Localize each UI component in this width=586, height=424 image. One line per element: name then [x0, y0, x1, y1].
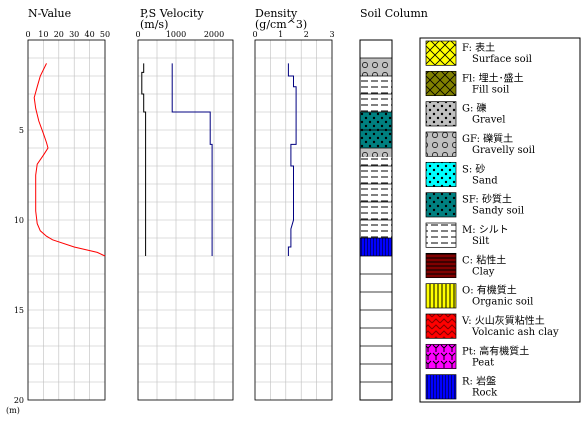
x-tick-label: 50	[100, 30, 110, 39]
plot-unit: (m/s)	[140, 18, 168, 31]
x-tick-label: 1	[278, 30, 283, 39]
legend-swatch	[425, 70, 457, 97]
x-tick-label: 1000	[166, 30, 186, 39]
legend-english-label: Clay	[472, 266, 495, 277]
x-tick-label: 0	[135, 30, 140, 39]
legend-code-label: GF: 礫質土	[462, 132, 513, 145]
depth-tick-label: 10	[14, 216, 24, 225]
legend-code-label: SF: 砂質土	[462, 193, 512, 206]
legend-swatch	[425, 131, 457, 157]
legend-english-label: Sand	[472, 175, 498, 186]
x-tick-label: 2	[304, 30, 309, 39]
soil-layer-pattern	[360, 58, 392, 76]
legend-english-label: Rock	[472, 388, 498, 399]
legend-english-label: Gravelly soil	[472, 145, 535, 156]
depth-tick-label: 5	[19, 126, 24, 135]
plot-title: Density	[255, 7, 298, 20]
legend-swatch	[425, 313, 457, 339]
plot-unit: (g/cm^3)	[255, 18, 307, 31]
plot-panel-2: P,S Velocity(m/s)0 1000 2000	[135, 7, 234, 401]
depth-unit-label: (m)	[6, 406, 20, 415]
x-tick-label: 0	[25, 30, 30, 39]
legend-english-label: Silt	[472, 236, 489, 247]
series-line	[171, 63, 213, 256]
soil-column-frame	[359, 39, 393, 401]
legend-code-label: S: 砂	[462, 162, 485, 175]
legend-code-label: Pt: 高有機質土	[462, 344, 529, 357]
plot-title: N-Value	[28, 7, 71, 20]
plot-title: P,S Velocity	[140, 7, 204, 20]
legend-swatch	[425, 161, 457, 188]
legend-swatch	[425, 40, 457, 66]
legend-english-label: Fill soil	[472, 84, 509, 95]
depth-tick-label: 20	[14, 396, 24, 405]
x-tick-label: 10	[38, 30, 48, 39]
legend-code-label: M: シルト	[462, 225, 509, 236]
plot-frame	[254, 39, 333, 401]
legend-code-label: C: 粘性土	[462, 253, 506, 266]
x-tick-label: 0	[252, 30, 257, 39]
legend-english-label: Gravel	[472, 115, 506, 126]
legend-swatch	[425, 252, 457, 279]
series-line	[287, 63, 297, 256]
legend-swatch	[425, 374, 457, 400]
legend-code-label: Fl: 埋土･盛土	[462, 71, 524, 84]
legend-swatch	[425, 343, 457, 370]
soil-layer-pattern	[360, 238, 392, 256]
legend-code-label: F: 表土	[462, 41, 495, 54]
x-tick-label: 2000	[204, 30, 224, 39]
plot-frame	[27, 39, 106, 401]
legend-english-label: Sandy soil	[472, 206, 524, 217]
legend-swatch	[425, 192, 457, 218]
soil-layer-pattern	[360, 148, 392, 157]
legend-code-label: V: 火山灰質粘性土	[461, 314, 545, 327]
legend-english-label: Peat	[472, 357, 494, 368]
series-line	[33, 63, 106, 257]
series-line	[141, 63, 147, 256]
soil-column-title: Soil Column	[360, 7, 428, 20]
legend-english-label: Volcanic ash clay	[471, 327, 559, 338]
legend-frame	[419, 37, 581, 403]
legend-code-label: G: 礫	[462, 102, 487, 115]
plot-panel-3: Density(g/cm^3)0 1 2 3	[252, 7, 335, 401]
x-tick-label: 3	[329, 30, 334, 39]
soil-column: Soil Column	[359, 7, 428, 401]
x-tick-label: 20	[54, 30, 64, 39]
x-tick-label: 30	[69, 30, 79, 39]
legend-english-label: Surface soil	[472, 54, 532, 65]
legend-swatch	[425, 283, 457, 309]
legend-code-label: O: 有機質土	[462, 284, 517, 297]
x-tick-label: 40	[85, 30, 95, 39]
plot-frame	[137, 39, 234, 401]
legend-swatch	[425, 101, 457, 127]
depth-tick-label: 15	[14, 306, 24, 315]
soil-layer-pattern	[360, 157, 392, 238]
legend-code-label: R: 岩盤	[462, 375, 496, 388]
legend-english-label: Organic soil	[472, 297, 533, 308]
legend-swatch	[425, 222, 457, 248]
